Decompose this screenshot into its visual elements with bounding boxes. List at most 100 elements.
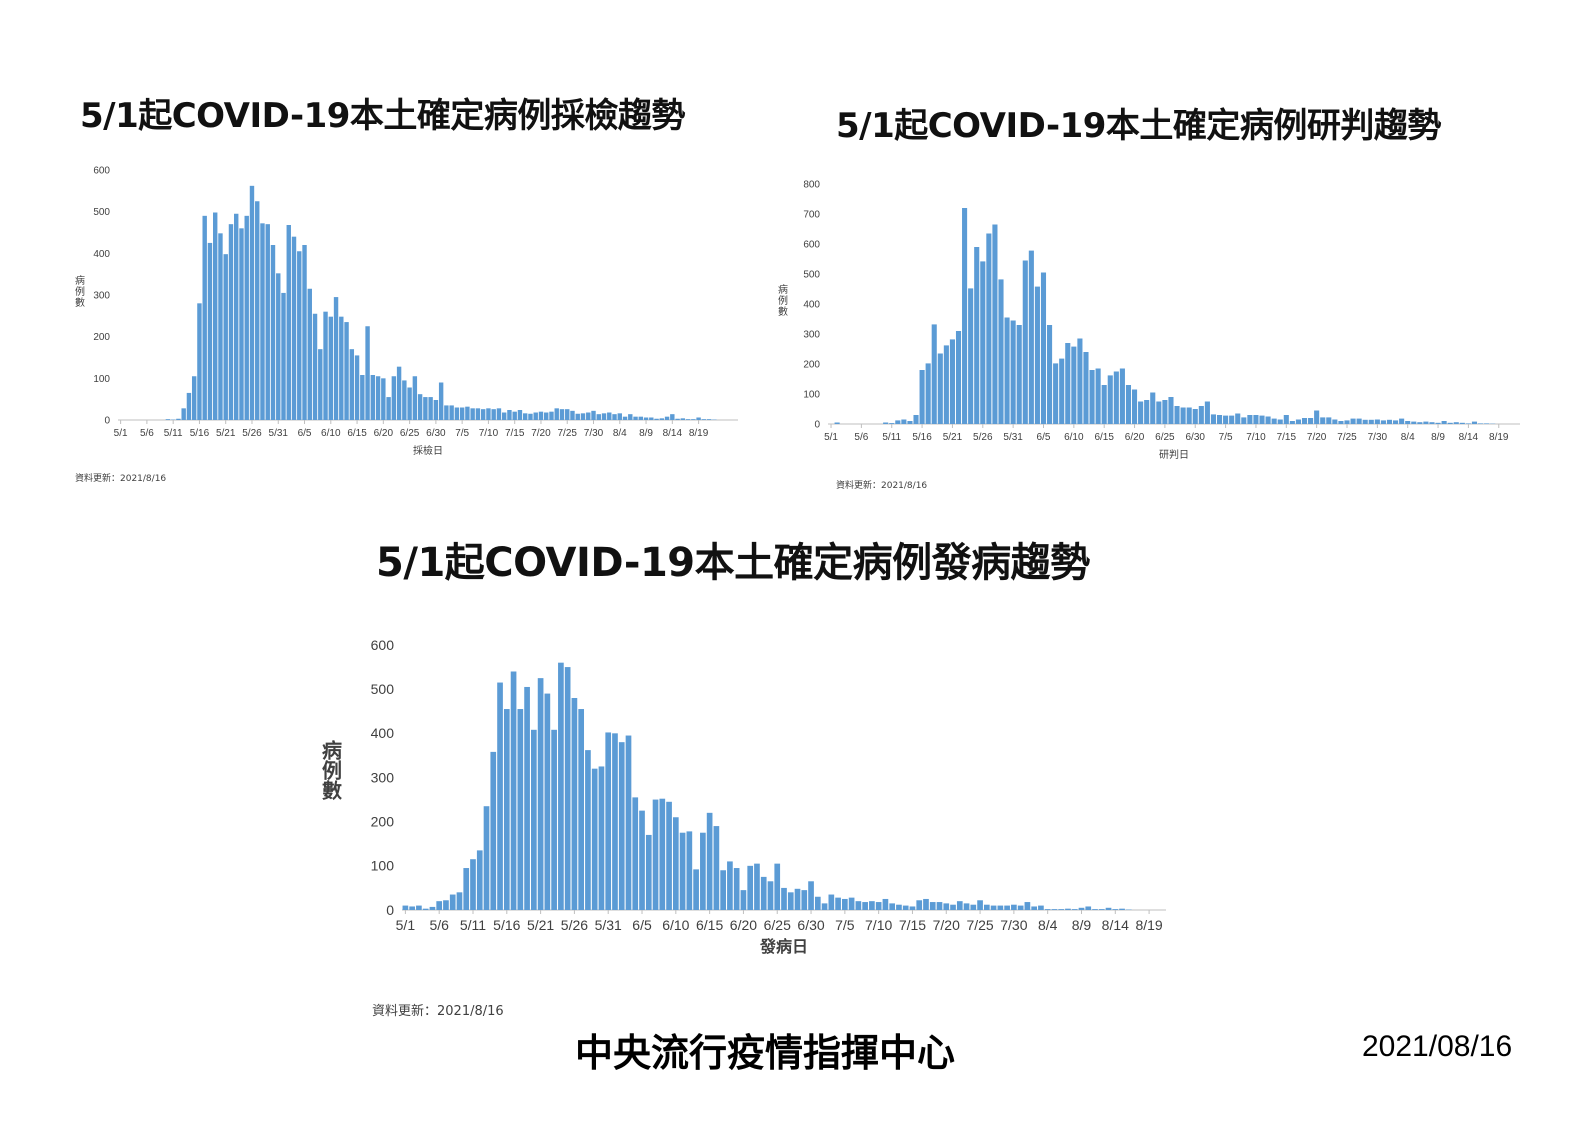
- y-tick-label: 300: [93, 291, 110, 302]
- bar: [1113, 371, 1119, 424]
- x-tick-label: 6/30: [797, 917, 824, 933]
- x-tick-label: 6/10: [662, 917, 689, 933]
- bar: [1078, 907, 1085, 910]
- bar: [302, 245, 307, 420]
- bar: [955, 331, 962, 424]
- bar: [449, 894, 456, 910]
- bar: [1065, 908, 1071, 910]
- bar: [801, 890, 808, 911]
- bar: [281, 292, 286, 420]
- bar: [869, 901, 875, 910]
- bar: [480, 409, 486, 420]
- bar: [1247, 415, 1253, 424]
- y-axis-title-char: 數: [778, 305, 788, 318]
- x-tick-label: 8/9: [639, 428, 653, 439]
- bar: [1051, 909, 1058, 910]
- bar: [1089, 370, 1095, 424]
- bar: [503, 709, 510, 910]
- x-axis-title: 發病日: [759, 937, 808, 956]
- bar: [265, 224, 270, 420]
- bar: [706, 812, 713, 910]
- bar: [1044, 909, 1051, 910]
- bar: [1289, 421, 1295, 424]
- bar: [197, 303, 202, 420]
- bar: [747, 865, 754, 910]
- y-axis-title-char: 例: [322, 759, 342, 783]
- x-tick-label: 7/5: [455, 428, 469, 439]
- bar: [218, 233, 223, 420]
- x-tick-label: 6/10: [321, 428, 341, 439]
- bar: [407, 387, 412, 420]
- bar: [1085, 906, 1092, 910]
- bar: [601, 413, 607, 420]
- x-tick-label: 7/25: [1337, 432, 1357, 443]
- bar: [470, 408, 475, 420]
- x-tick-label: 7/30: [1368, 432, 1388, 443]
- bar: [956, 901, 963, 910]
- bar: [586, 412, 591, 420]
- bar: [558, 662, 564, 910]
- bar: [202, 215, 207, 420]
- bar: [1423, 421, 1429, 424]
- bar: [417, 394, 423, 420]
- bar: [454, 407, 460, 420]
- bar: [286, 225, 291, 420]
- bar: [680, 418, 686, 420]
- bar: [1241, 417, 1247, 424]
- x-axis-title: 研判日: [1159, 449, 1189, 461]
- bar: [1047, 325, 1053, 424]
- x-tick-label: 6/25: [764, 917, 791, 933]
- bar: [1332, 419, 1338, 424]
- bar: [349, 349, 355, 420]
- bar: [1034, 286, 1040, 424]
- x-tick-label: 6/20: [374, 428, 394, 439]
- bar: [1429, 422, 1435, 424]
- bar: [970, 904, 977, 910]
- x-tick-label: 5/26: [561, 917, 588, 933]
- bar: [428, 397, 433, 420]
- bar: [980, 261, 986, 424]
- bar: [1380, 420, 1386, 424]
- bar: [365, 326, 370, 420]
- bar: [916, 900, 923, 910]
- x-tick-label: 8/4: [1038, 917, 1058, 933]
- bar: [1477, 423, 1484, 424]
- bar: [1065, 343, 1071, 424]
- x-tick-label: 7/5: [1219, 432, 1233, 443]
- bar: [643, 417, 649, 420]
- bar: [1053, 363, 1059, 424]
- y-axis-title-char: 數: [75, 296, 85, 309]
- bar: [423, 397, 428, 420]
- x-tick-label: 7/30: [584, 428, 604, 439]
- bar: [1277, 419, 1283, 424]
- bar: [1283, 415, 1289, 424]
- bar: [1338, 421, 1344, 424]
- bar: [239, 228, 244, 420]
- x-tick-label: 8/19: [689, 428, 709, 439]
- bar: [596, 414, 601, 420]
- x-tick-label: 6/25: [400, 428, 420, 439]
- bar: [1405, 421, 1411, 424]
- bar: [507, 410, 512, 420]
- y-tick-label: 400: [371, 725, 395, 741]
- x-tick-label: 7/25: [558, 428, 578, 439]
- bar: [1447, 422, 1453, 424]
- y-tick-label: 600: [93, 166, 110, 177]
- x-tick-label: 6/5: [1037, 432, 1051, 443]
- bar: [496, 408, 502, 420]
- bar: [381, 378, 386, 420]
- bar: [907, 421, 913, 424]
- bar: [701, 419, 707, 420]
- bar: [510, 671, 517, 910]
- x-tick-label: 6/10: [1064, 432, 1084, 443]
- y-axis-title-char: 例: [75, 285, 85, 298]
- x-tick-label: 7/10: [1246, 432, 1266, 443]
- bar: [659, 418, 665, 420]
- bar: [720, 870, 726, 910]
- bar: [234, 213, 239, 420]
- bar: [949, 339, 955, 424]
- x-tick-label: 5/11: [164, 428, 183, 439]
- x-tick-label: 6/5: [298, 428, 312, 439]
- bar: [612, 733, 618, 910]
- bar: [774, 863, 781, 911]
